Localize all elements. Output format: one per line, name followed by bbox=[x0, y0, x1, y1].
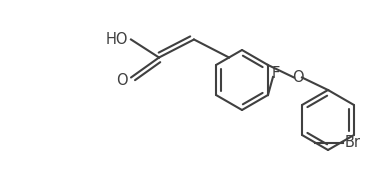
Text: O: O bbox=[292, 70, 304, 85]
Text: O: O bbox=[116, 73, 128, 88]
Text: Br: Br bbox=[345, 135, 361, 150]
Text: HO: HO bbox=[106, 32, 128, 47]
Text: F: F bbox=[272, 65, 280, 80]
